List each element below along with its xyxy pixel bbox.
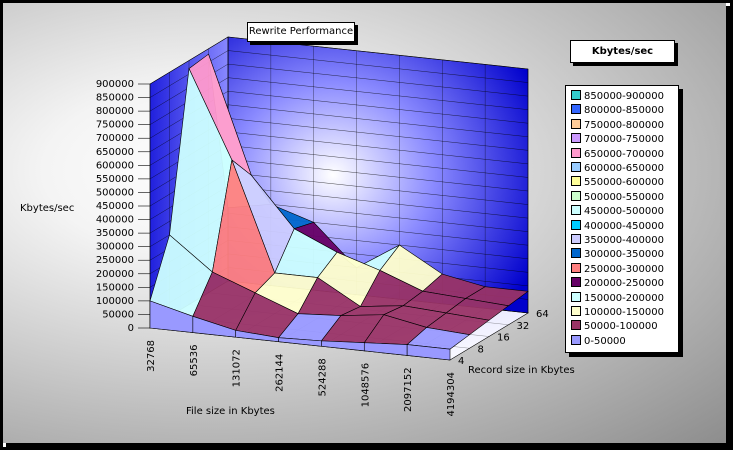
legend-label: 400000-450000 — [584, 220, 664, 232]
y-tick-label: 0 — [128, 323, 134, 334]
y-tick-label: 100000 — [96, 296, 134, 307]
y-axis-title: Kbytes/sec — [20, 203, 74, 214]
z-tick-label: 16 — [497, 333, 510, 344]
frame-shadow-right — [726, 6, 730, 446]
legend-label: 150000-200000 — [584, 292, 664, 304]
legend-swatch — [571, 90, 581, 100]
legend-swatch — [571, 205, 581, 216]
z-axis-title: Record size in Kbytes — [468, 365, 575, 376]
y-tick-label: 200000 — [96, 269, 134, 280]
chart-title: Rewrite Performance — [247, 22, 355, 42]
legend-label: 250000-300000 — [584, 263, 664, 275]
x-axis-title: File size in Kbytes — [186, 406, 275, 417]
legend-item: 50000-100000 — [571, 320, 658, 334]
legend-swatch — [571, 262, 581, 273]
y-tick-label: 750000 — [96, 120, 134, 131]
legend-swatch — [571, 118, 581, 129]
legend-label: 600000-650000 — [584, 163, 664, 174]
legend-item: 200000-250000 — [571, 277, 664, 291]
legend-label: 500000-550000 — [584, 191, 664, 203]
legend-label: 700000-750000 — [584, 134, 664, 146]
y-tick-label: 350000 — [96, 228, 134, 239]
legend-label: 300000-350000 — [584, 249, 664, 261]
legend-swatch — [571, 147, 581, 158]
y-tick-label: 900000 — [96, 79, 134, 90]
legend-label: 200000-250000 — [584, 278, 664, 290]
legend-swatch — [571, 277, 581, 288]
legend-label: 550000-600000 — [584, 177, 664, 189]
legend-label: 650000-700000 — [584, 148, 664, 160]
legend-item: 250000-300000 — [571, 262, 664, 277]
legend-swatch — [571, 320, 581, 331]
legend-item: 450000-500000 — [571, 205, 664, 219]
legend-label: 350000-400000 — [584, 235, 664, 246]
y-tick-label: 250000 — [96, 255, 134, 266]
x-tick-label: 65536 — [189, 345, 200, 377]
x-tick-label: 1048576 — [360, 363, 371, 408]
legend-item: 0-50000 — [571, 334, 626, 349]
legend-label: 0-50000 — [584, 335, 626, 347]
legend-item: 750000-800000 — [571, 118, 664, 133]
frame-shadow-bottom — [6, 443, 730, 447]
y-tick-label: 50000 — [102, 309, 134, 320]
legend-swatch — [571, 234, 581, 244]
x-tick-label: 4194304 — [446, 372, 457, 417]
legend-item: 600000-650000 — [571, 162, 664, 176]
x-tick-label: 262144 — [275, 354, 286, 392]
legend-swatch — [571, 248, 581, 259]
legend-label: 850000-900000 — [584, 91, 664, 102]
x-tick-label: 2097152 — [403, 367, 414, 412]
z-tick-label: 32 — [517, 321, 530, 332]
legend-label: 750000-800000 — [584, 119, 664, 131]
y-tick-label: 550000 — [96, 174, 134, 185]
y-tick-label: 400000 — [96, 215, 134, 226]
z-tick-label: 64 — [536, 309, 549, 320]
surface-front-skirt — [363, 342, 408, 356]
legend-swatch — [571, 176, 581, 187]
legend-item: 800000-850000 — [571, 104, 664, 118]
y-tick-label: 800000 — [96, 106, 134, 117]
y-tick-label: 700000 — [96, 133, 134, 144]
x-tick-label: 524288 — [317, 358, 328, 396]
legend-swatch — [571, 291, 581, 302]
legend-swatch — [571, 133, 581, 144]
y-tick-label: 450000 — [96, 201, 134, 212]
legend-item: 100000-150000 — [571, 306, 664, 320]
legend-item: 550000-600000 — [571, 176, 664, 190]
legend-title: Kbytes/sec — [570, 40, 675, 63]
x-tick-label: 131072 — [232, 349, 243, 387]
legend-swatch — [571, 306, 581, 316]
surface-front-skirt — [406, 344, 451, 361]
legend-label: 450000-500000 — [584, 206, 664, 218]
legend-item: 850000-900000 — [571, 90, 664, 104]
legend-label: 100000-150000 — [584, 307, 664, 318]
legend-item: 700000-750000 — [571, 133, 664, 147]
legend-label: 800000-850000 — [584, 105, 664, 117]
legend-swatch — [571, 162, 581, 172]
legend-item: 300000-350000 — [571, 248, 664, 262]
legend-label: 50000-100000 — [584, 321, 658, 333]
legend-swatch — [571, 190, 581, 201]
legend-item: 400000-450000 — [571, 219, 664, 234]
legend-item: 350000-400000 — [571, 234, 664, 248]
x-tick-label: 32768 — [146, 340, 157, 372]
legend-item: 150000-200000 — [571, 291, 664, 306]
y-tick-label: 850000 — [96, 93, 134, 104]
legend-swatch — [571, 219, 581, 230]
legend: 850000-900000 800000-850000 750000-800000 7… — [565, 85, 679, 353]
y-tick-label: 650000 — [96, 147, 134, 158]
legend-swatch — [571, 104, 581, 115]
z-tick-label: 4 — [458, 356, 464, 367]
y-tick-label: 500000 — [96, 187, 134, 198]
y-tick-label: 150000 — [96, 282, 134, 293]
y-tick-label: 300000 — [96, 242, 134, 253]
legend-item: 500000-550000 — [571, 190, 664, 205]
surface-front-skirt — [321, 340, 365, 352]
z-tick-label: 8 — [478, 344, 484, 355]
legend-item: 650000-700000 — [571, 147, 664, 162]
legend-swatch — [571, 334, 581, 345]
y-tick-label: 600000 — [96, 160, 134, 171]
